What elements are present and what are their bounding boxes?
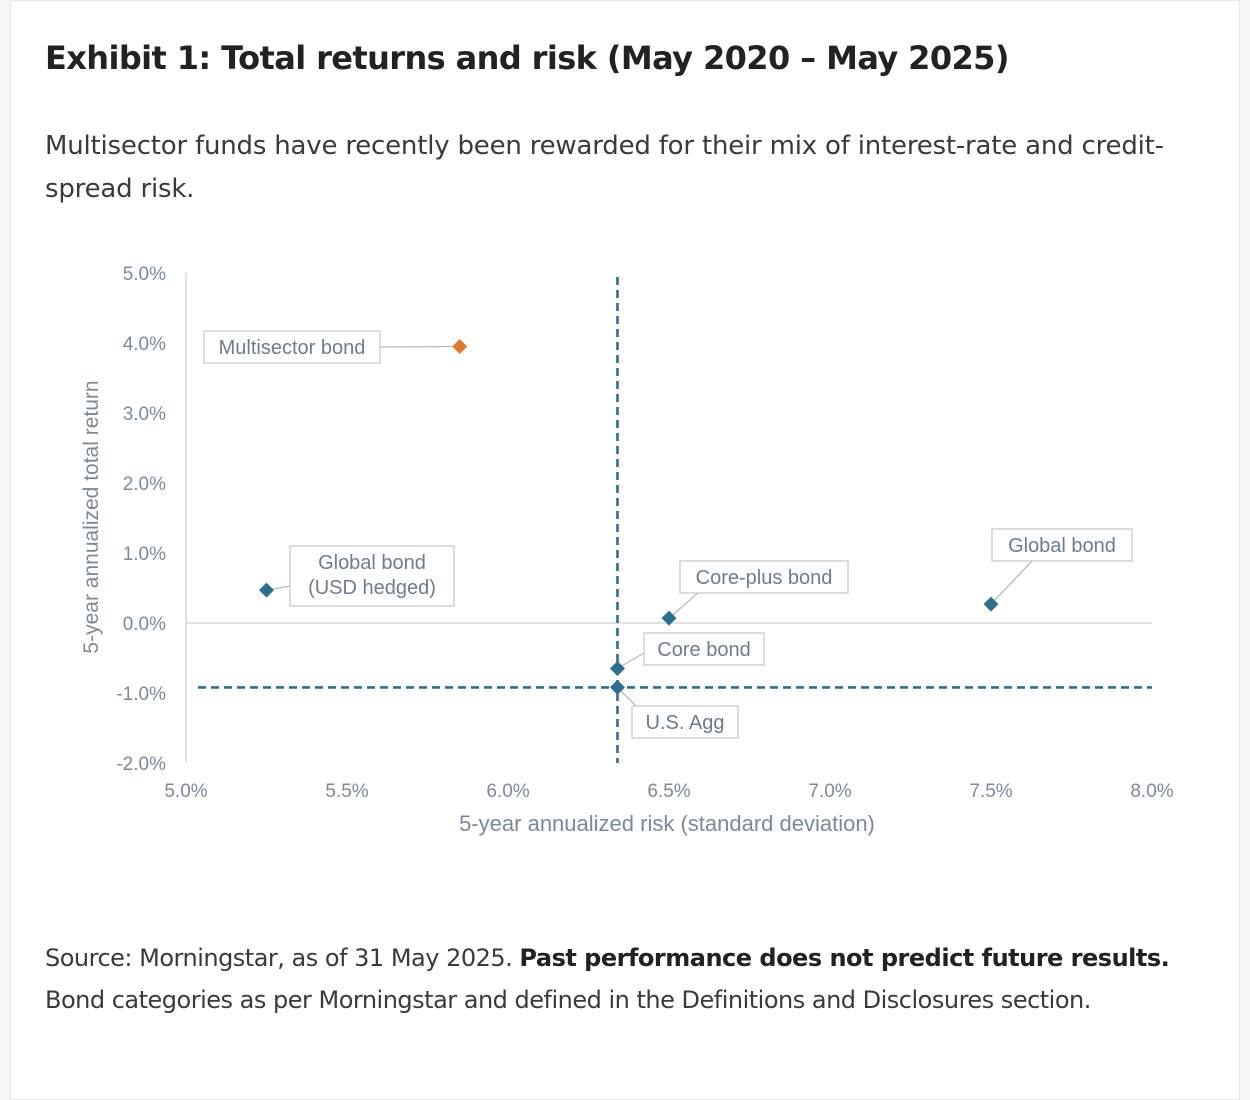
exhibit-title: Exhibit 1: Total returns and risk (May 2… [45, 39, 1009, 77]
point-label-text: (USD hedged) [308, 577, 436, 599]
performance-disclaimer: Past performance does not predict future… [519, 944, 1170, 972]
point-label-text: Multisector bond [219, 337, 366, 359]
category-definitions-note: Bond categories as per Morningstar and d… [45, 986, 1091, 1014]
y-tick-label: -2.0% [116, 754, 166, 775]
source-note: Source: Morningstar, as of 31 May 2025. … [45, 937, 1225, 1021]
x-tick-label: 7.0% [808, 781, 851, 802]
point-label-text: U.S. Agg [646, 712, 725, 734]
y-tick-label: -1.0% [116, 684, 166, 705]
data-point [609, 679, 625, 695]
highlighted-data-point [452, 339, 468, 354]
label-leader-line [990, 560, 1033, 605]
point-label-box [631, 705, 739, 739]
x-tick-label: 5.0% [164, 781, 207, 802]
point-label-text: Global bond [318, 552, 426, 574]
x-tick-label: 5.5% [325, 781, 368, 802]
x-tick-label: 8.0% [1130, 781, 1173, 802]
x-tick-label: 6.5% [647, 781, 690, 802]
point-label-text: Core-plus bond [696, 567, 833, 589]
x-axis-title: 5-year annualized risk (standard deviati… [459, 811, 875, 836]
x-tick-label: 6.0% [486, 781, 529, 802]
y-tick-label: 1.0% [123, 544, 166, 565]
data-point [983, 596, 999, 612]
exhibit-subtitle: Multisector funds have recently been rew… [45, 131, 1164, 204]
y-tick-label: 3.0% [123, 404, 166, 425]
label-leader-line [379, 345, 460, 348]
y-axis-title: 5-year annualized total return [80, 380, 103, 653]
y-tick-label: 2.0% [123, 474, 166, 495]
y-tick-label: 4.0% [123, 334, 166, 355]
point-label-box [289, 545, 455, 607]
point-label-text: Global bond [1008, 535, 1116, 557]
point-label-box [679, 560, 849, 594]
data-point [609, 661, 625, 676]
label-leader-line [668, 592, 699, 619]
data-points [259, 339, 999, 695]
y-tick-label: 5.0% [123, 264, 166, 285]
axes-layer: 5.0% 4.0% 3.0% 2.0% 1.0% 0.0% -1.0% -2.0% 5.0% 5.… [80, 264, 1174, 836]
data-point [661, 610, 677, 626]
x-tick-label: 7.5% [969, 781, 1012, 802]
scatter-chart: 5.0% 4.0% 3.0% 2.0% 1.0% 0.0% -1.0% -2.0% 5.0% 5.… [80, 264, 1174, 836]
point-label-box [991, 528, 1133, 562]
point-label-box [643, 632, 765, 666]
source-text: Source: Morningstar, as of 31 May 2025. [45, 944, 513, 972]
point-label-text: Core bond [657, 639, 750, 661]
point-labels: Multisector bond Global bond (USD hedged) C… [203, 330, 1133, 739]
point-label-box [203, 330, 381, 364]
y-tick-label: 0.0% [123, 614, 166, 635]
data-point [259, 582, 274, 598]
